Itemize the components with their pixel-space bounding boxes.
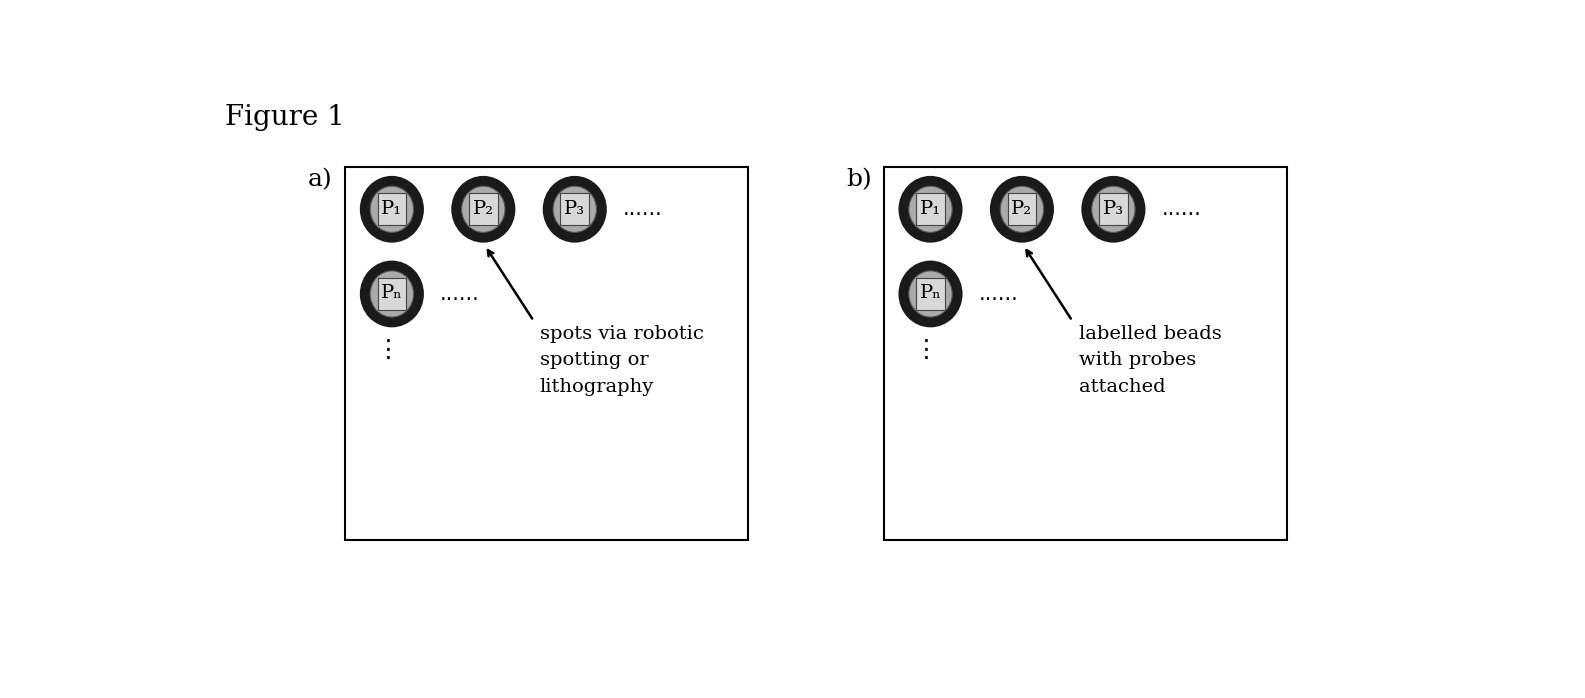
Ellipse shape xyxy=(1000,186,1043,232)
Ellipse shape xyxy=(461,186,506,232)
Text: P₂: P₂ xyxy=(472,200,495,218)
Text: spots via robotic
spotting or
lithography: spots via robotic spotting or lithograph… xyxy=(540,325,704,396)
Ellipse shape xyxy=(371,271,414,317)
Ellipse shape xyxy=(1092,186,1135,232)
Bar xyxy=(346,167,748,540)
Ellipse shape xyxy=(544,177,605,242)
FancyBboxPatch shape xyxy=(561,193,590,225)
Ellipse shape xyxy=(361,262,423,326)
FancyBboxPatch shape xyxy=(1008,193,1037,225)
Text: ......: ...... xyxy=(441,284,480,304)
Ellipse shape xyxy=(553,186,596,232)
Text: P₃: P₃ xyxy=(1103,200,1124,218)
FancyBboxPatch shape xyxy=(469,193,498,225)
Text: ......: ...... xyxy=(623,199,663,219)
Text: Pₙ: Pₙ xyxy=(380,284,403,302)
FancyBboxPatch shape xyxy=(916,279,945,310)
FancyBboxPatch shape xyxy=(916,193,945,225)
Ellipse shape xyxy=(991,177,1052,242)
Ellipse shape xyxy=(1083,177,1144,242)
Bar xyxy=(884,167,1287,540)
Ellipse shape xyxy=(908,271,953,317)
Ellipse shape xyxy=(900,177,962,242)
Text: labelled beads
with probes
attached: labelled beads with probes attached xyxy=(1078,325,1222,396)
Ellipse shape xyxy=(371,186,414,232)
Text: P₂: P₂ xyxy=(1011,200,1032,218)
Ellipse shape xyxy=(452,177,514,242)
FancyBboxPatch shape xyxy=(377,279,406,310)
Text: ⋮: ⋮ xyxy=(376,337,401,362)
Text: P₃: P₃ xyxy=(564,200,585,218)
Text: Pₙ: Pₙ xyxy=(919,284,941,302)
Text: b): b) xyxy=(846,168,873,191)
Text: ......: ...... xyxy=(1162,199,1201,219)
FancyBboxPatch shape xyxy=(1098,193,1129,225)
Text: ......: ...... xyxy=(978,284,1018,304)
Ellipse shape xyxy=(361,177,423,242)
Text: P₁: P₁ xyxy=(919,200,941,218)
Text: a): a) xyxy=(307,168,333,191)
Text: Figure 1: Figure 1 xyxy=(225,104,346,131)
FancyBboxPatch shape xyxy=(377,193,406,225)
Text: P₁: P₁ xyxy=(382,200,403,218)
Text: ⋮: ⋮ xyxy=(915,337,940,362)
Ellipse shape xyxy=(900,262,962,326)
Ellipse shape xyxy=(908,186,953,232)
